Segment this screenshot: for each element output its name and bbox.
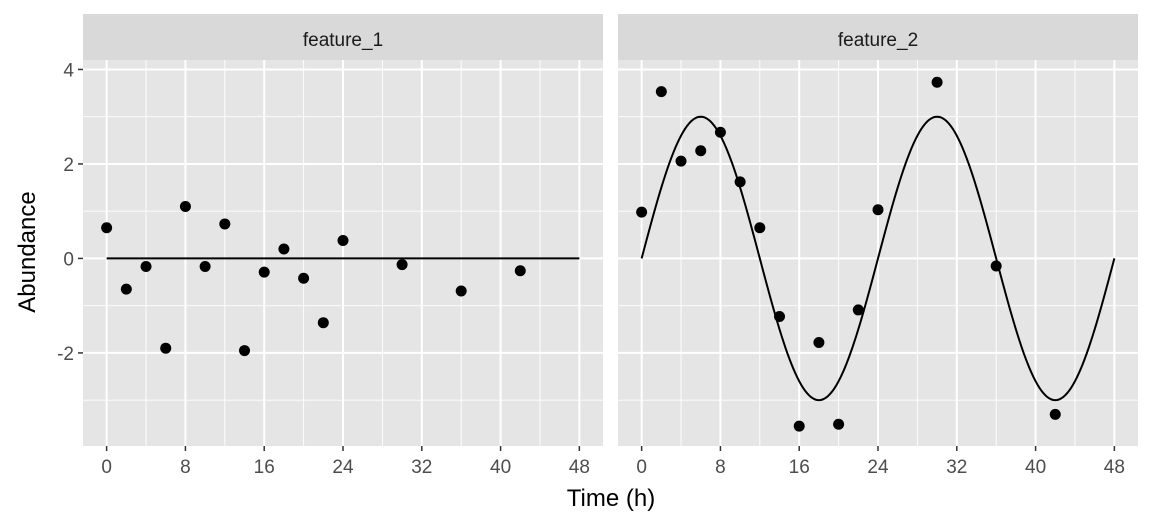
x-tick-label: 0 [101,457,112,478]
x-tick-label: 48 [569,457,590,478]
y-tick-label: 0 [63,249,74,270]
data-point [140,260,152,272]
data-point [813,337,825,349]
strip-background [83,14,603,60]
data-point [120,283,132,295]
x-tick-label: 0 [636,457,647,478]
x-tick-label: 16 [254,457,275,478]
data-point [655,86,667,98]
data-point [852,304,864,316]
x-tick-label: 24 [332,457,354,478]
data-point [160,342,172,354]
data-point [754,222,766,234]
data-point [278,243,290,255]
x-tick-label: 16 [789,457,810,478]
data-point [514,265,526,277]
x-tick-label: 40 [490,457,511,478]
data-point [199,260,211,272]
data-point [455,285,467,297]
data-point [317,317,329,329]
panels: feature_1 feature_2 [83,14,1138,446]
panel-feature_1: feature_1 [83,14,603,446]
x-tick-label: 8 [715,457,726,478]
data-point [636,206,648,218]
data-point [179,200,191,212]
data-point [734,176,746,188]
strip-label: feature_2 [838,30,918,51]
data-point [872,204,884,216]
x-axis-feature_1: 0 8 16 24 32 40 48 [101,446,590,478]
data-point [833,418,845,430]
strip-label: feature_1 [303,30,383,51]
x-axes: 0 8 16 24 32 40 48 0 8 16 24 32 40 48 [101,446,1125,478]
x-axis-feature_2: 0 8 16 24 32 40 48 [636,446,1125,478]
data-point [101,222,113,234]
y-tick-label: 4 [63,60,74,81]
data-point [298,272,310,284]
data-point [337,234,349,246]
x-tick-label: 8 [180,457,191,478]
data-point [1049,408,1061,420]
x-tick-label: 48 [1104,457,1125,478]
data-point [931,76,943,88]
y-axis: 4 2 0 -2 [57,60,83,365]
x-tick-label: 24 [867,457,889,478]
data-point [695,145,707,157]
data-point [396,259,408,271]
data-point [675,155,687,167]
data-point [793,420,805,432]
data-point [990,260,1002,272]
y-tick-label: -2 [57,344,74,365]
data-point [258,266,270,278]
data-point [774,311,786,323]
y-axis-title: Abundance [14,191,41,312]
data-point [219,218,231,230]
x-tick-label: 32 [946,457,967,478]
y-tick-label: 2 [63,155,74,176]
data-point [714,126,726,138]
x-tick-label: 40 [1025,457,1046,478]
data-point [239,345,251,357]
x-axis-title: Time (h) [567,485,655,512]
strip-background [618,14,1138,60]
panel-feature_2: feature_2 [618,14,1138,446]
x-tick-label: 32 [411,457,432,478]
